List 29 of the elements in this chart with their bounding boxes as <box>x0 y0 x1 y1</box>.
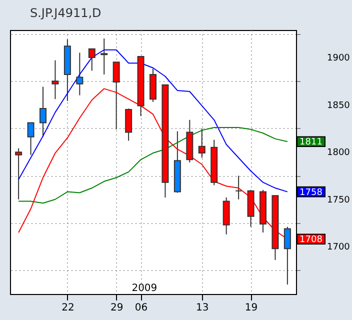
x-tick-label: 22 <box>62 302 74 314</box>
y-tick-label: 1700 <box>327 242 350 253</box>
candlestick <box>222 196 230 235</box>
y-tick-label: 1800 <box>327 148 350 158</box>
chart-title: S.JP.J4911,D <box>30 6 102 20</box>
x-tick-label: 19 <box>244 302 258 314</box>
y-tick-label: 1850 <box>327 100 350 111</box>
candlestick <box>100 38 108 75</box>
x-tick-label: 06 <box>134 302 148 314</box>
data-label: 1811 <box>300 138 322 148</box>
candlestick <box>27 122 34 156</box>
x-tick-label: 13 <box>196 302 209 314</box>
candlestick <box>235 175 242 200</box>
candlestick <box>125 108 132 142</box>
candlestick <box>284 226 291 286</box>
candlestick <box>40 86 46 138</box>
x-tick-label: 29 <box>110 302 124 314</box>
annotation: 2009 <box>132 283 158 294</box>
candlestick <box>198 128 206 158</box>
candlestick <box>52 60 59 100</box>
line-series <box>18 126 288 204</box>
data-label: 1708 <box>300 235 323 246</box>
candlestick <box>76 52 84 96</box>
candlestick <box>88 48 96 72</box>
data-label: 1758 <box>300 188 323 198</box>
y-tick-label: 1750 <box>327 195 350 206</box>
line-series <box>18 49 288 192</box>
candlestick <box>15 148 22 200</box>
y-tick-label: 1900 <box>327 53 350 64</box>
